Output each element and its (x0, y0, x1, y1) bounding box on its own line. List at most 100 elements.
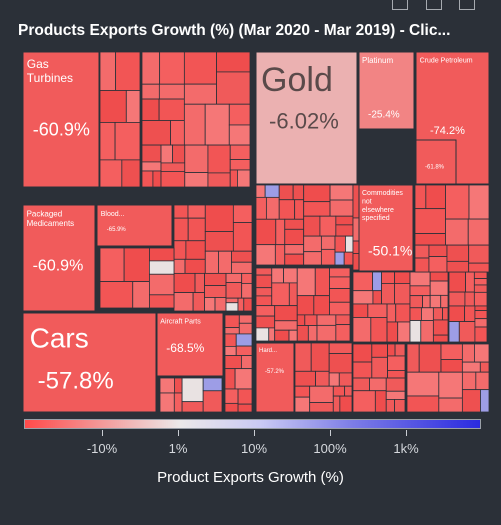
treemap-subtile[interactable] (181, 401, 204, 413)
treemap-subtile[interactable] (303, 235, 322, 253)
treemap-subtile[interactable] (123, 247, 150, 282)
treemap-subtile[interactable] (255, 305, 276, 317)
treemap-subtile[interactable] (465, 271, 475, 293)
treemap-subtile[interactable] (440, 343, 463, 360)
treemap-subtile[interactable] (387, 343, 396, 357)
treemap-subtile[interactable] (228, 124, 251, 146)
treemap-tile[interactable] (255, 342, 295, 413)
treemap-subtile[interactable] (320, 248, 336, 266)
treemap-subtile[interactable] (294, 370, 316, 387)
treemap-subtile[interactable] (294, 199, 305, 220)
treemap-subtile[interactable] (328, 372, 340, 387)
treemap-subtile[interactable] (352, 271, 374, 292)
treemap-subtile[interactable] (438, 371, 463, 399)
treemap-subtile[interactable] (429, 271, 449, 282)
treemap-subtile[interactable] (367, 303, 388, 318)
treemap-subtile[interactable] (187, 217, 206, 242)
treemap-subtile[interactable] (474, 305, 488, 311)
treemap-tile[interactable] (22, 51, 100, 188)
treemap-subtile[interactable] (409, 295, 423, 309)
treemap-subtile[interactable] (406, 343, 420, 373)
treemap-subtile[interactable] (173, 272, 196, 293)
treemap-subtile[interactable] (99, 90, 127, 123)
treemap-subtile[interactable] (237, 169, 251, 188)
treemap-subtile[interactable] (185, 240, 206, 260)
treemap-subtile[interactable] (159, 392, 175, 413)
treemap-subtile[interactable] (296, 267, 316, 297)
treemap-subtile[interactable] (194, 272, 205, 293)
treemap-subtile[interactable] (448, 321, 460, 343)
treemap-subtile[interactable] (458, 321, 476, 343)
treemap-subtile[interactable] (284, 228, 305, 246)
table-view-icon[interactable] (392, 0, 408, 10)
treemap-subtile[interactable] (225, 302, 239, 312)
treemap-subtile[interactable] (99, 247, 125, 282)
treemap-subtile[interactable] (296, 295, 315, 316)
treemap-subtile[interactable] (406, 371, 440, 397)
treemap-subtile[interactable] (468, 262, 490, 273)
treemap-subtile[interactable] (414, 184, 427, 210)
treemap-subtile[interactable] (224, 314, 240, 329)
treemap-subtile[interactable] (255, 218, 277, 246)
treemap-subtile[interactable] (352, 290, 374, 305)
treemap-subtile[interactable] (207, 172, 231, 188)
treemap-subtile[interactable] (474, 310, 488, 320)
treemap-subtile[interactable] (385, 390, 406, 400)
treemap-subtile[interactable] (448, 305, 466, 323)
treemap-subtile[interactable] (409, 285, 431, 297)
treemap-subtile[interactable] (372, 271, 382, 292)
treemap-subtile[interactable] (386, 321, 399, 343)
treemap-subtile[interactable] (387, 355, 406, 371)
treemap-subtile[interactable] (204, 250, 219, 274)
treemap-subtile[interactable] (255, 295, 273, 307)
treemap-subtile[interactable] (397, 321, 411, 343)
treemap-subtile[interactable] (474, 318, 488, 328)
treemap-subtile[interactable] (141, 51, 161, 85)
treemap-subtile[interactable] (216, 51, 251, 73)
treemap-subtile[interactable] (159, 51, 185, 85)
treemap-subtile[interactable] (207, 144, 231, 174)
treemap-subtile[interactable] (332, 395, 341, 413)
treemap-tile[interactable] (255, 51, 358, 185)
treemap-subtile[interactable] (292, 184, 305, 201)
treemap-subtile[interactable] (329, 301, 351, 316)
treemap-subtile[interactable] (371, 343, 389, 358)
treemap-subtile[interactable] (218, 250, 232, 274)
treemap-subtile[interactable] (274, 329, 290, 342)
treemap-subtile[interactable] (345, 235, 354, 253)
treemap-subtile[interactable] (313, 295, 330, 316)
treemap-subtile[interactable] (381, 283, 395, 305)
treemap-subtile[interactable] (329, 184, 354, 201)
treemap-subtile[interactable] (468, 184, 490, 220)
treemap-subtile[interactable] (303, 184, 331, 203)
treemap-subtile[interactable] (352, 390, 376, 413)
treemap-subtile[interactable] (241, 282, 253, 299)
treemap-subtile[interactable] (141, 83, 160, 100)
treemap-subtile[interactable] (432, 319, 449, 336)
treemap-subtile[interactable] (335, 324, 351, 342)
treemap-subtile[interactable] (255, 327, 270, 342)
treemap-subtile[interactable] (229, 144, 251, 160)
treemap-subtile[interactable] (352, 343, 373, 363)
treemap-subtile[interactable] (121, 159, 141, 188)
treemap-subtile[interactable] (173, 258, 186, 274)
treemap-subtile[interactable] (406, 395, 440, 413)
treemap-subtile[interactable] (174, 377, 183, 394)
treemap-subtile[interactable] (274, 244, 286, 266)
treemap-subtile[interactable] (271, 267, 284, 284)
treemap-subtile[interactable] (468, 244, 490, 264)
treemap-subtile[interactable] (173, 240, 187, 260)
treemap-subtile[interactable] (204, 103, 230, 146)
treemap-subtile[interactable] (241, 355, 253, 370)
treemap-subtile[interactable] (414, 257, 430, 273)
treemap-subtile[interactable] (149, 260, 175, 275)
treemap-subtile[interactable] (274, 305, 298, 322)
treemap-subtile[interactable] (255, 196, 267, 220)
treemap-subtile[interactable] (329, 267, 351, 278)
treemap-subtile[interactable] (173, 204, 189, 219)
treemap-subtile[interactable] (473, 284, 488, 293)
treemap-subtile[interactable] (216, 71, 251, 105)
export-icon[interactable] (459, 0, 475, 10)
treemap-subtile[interactable] (149, 273, 175, 296)
treemap-subtile[interactable] (265, 196, 280, 220)
